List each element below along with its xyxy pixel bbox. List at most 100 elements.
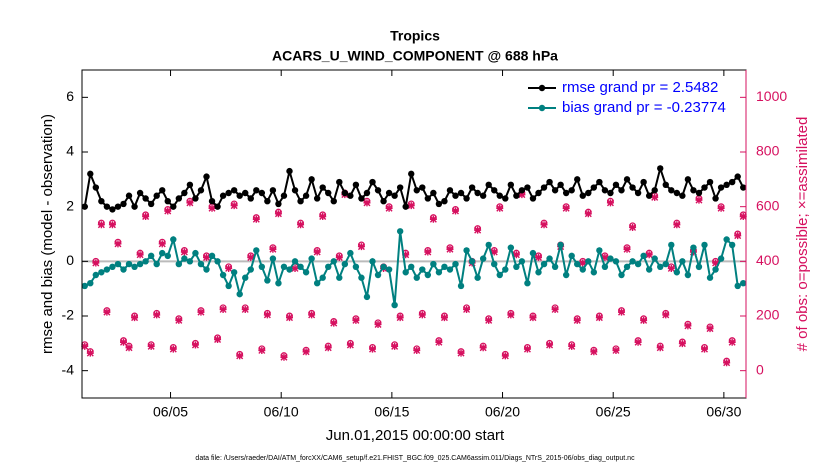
data-point: [435, 200, 443, 208]
data-point: [595, 314, 603, 322]
data-point: [319, 274, 326, 281]
data-point: [612, 346, 620, 354]
data-point: [247, 266, 254, 273]
data-point: [236, 290, 243, 298]
data-point: [352, 263, 360, 270]
data-point: [203, 254, 210, 262]
data-point: [230, 202, 238, 210]
y2-tick-label: 1000: [756, 88, 787, 104]
data-point: [684, 271, 692, 279]
data-point: [457, 349, 465, 357]
data-point: [385, 189, 393, 197]
data-point: [325, 189, 332, 197]
data-point: [374, 271, 382, 279]
data-point: [673, 269, 681, 276]
x-tick-label: 06/30: [706, 404, 741, 420]
data-point: [396, 314, 404, 322]
data-point: [374, 187, 382, 194]
data-point: [523, 345, 531, 353]
data-point: [695, 196, 703, 204]
data-point: [147, 252, 155, 260]
data-point: [479, 192, 487, 199]
data-point: [86, 349, 94, 357]
y-tick-label: -2: [62, 307, 75, 323]
data-point: [734, 173, 741, 180]
data-point: [623, 263, 631, 270]
data-point: [242, 274, 249, 281]
data-point: [357, 243, 365, 251]
data-point: [529, 314, 537, 322]
data-point: [474, 189, 481, 197]
data-point: [706, 178, 714, 186]
data-point: [535, 254, 542, 262]
data-point: [352, 181, 360, 188]
data-point: [164, 198, 171, 205]
data-point: [651, 187, 658, 194]
data-point: [463, 247, 470, 254]
data-point: [103, 266, 111, 273]
data-point: [734, 282, 741, 290]
data-point: [601, 187, 609, 194]
data-point: [369, 345, 376, 353]
data-point: [606, 199, 614, 207]
data-point: [363, 189, 371, 197]
data-point: [108, 221, 116, 229]
data-point: [191, 341, 199, 349]
data-point: [208, 252, 216, 260]
data-point: [507, 311, 515, 319]
data-point: [717, 255, 725, 262]
data-point: [540, 184, 548, 191]
data-point: [120, 200, 127, 208]
data-point: [463, 195, 470, 202]
legend-marker: [538, 104, 546, 112]
data-point: [186, 181, 194, 188]
data-point: [684, 176, 692, 183]
data-point: [551, 263, 559, 270]
data-point: [175, 260, 183, 268]
data-point: [308, 311, 316, 319]
data-point: [153, 192, 160, 199]
data-point: [330, 198, 337, 205]
data-point: [325, 263, 332, 270]
data-point: [612, 181, 620, 188]
data-point: [640, 178, 647, 186]
data-point: [474, 226, 482, 234]
data-point: [601, 263, 609, 270]
data-point: [490, 248, 498, 256]
data-point: [391, 192, 398, 199]
data-point: [236, 192, 243, 199]
data-point: [579, 266, 586, 273]
data-point: [618, 271, 625, 279]
data-point: [302, 192, 310, 199]
data-point: [136, 189, 144, 197]
data-point: [81, 342, 89, 350]
data-point: [513, 263, 520, 270]
data-point: [574, 176, 581, 183]
data-point: [219, 305, 227, 313]
data-point: [92, 184, 100, 191]
data-point: [607, 189, 614, 197]
data-point: [109, 263, 116, 270]
data-point: [413, 346, 421, 354]
data-point: [573, 316, 581, 324]
data-point: [446, 266, 454, 273]
data-point: [479, 255, 487, 262]
data-point: [263, 311, 271, 319]
data-point: [363, 293, 371, 301]
data-point: [723, 236, 730, 243]
data-point: [679, 192, 686, 199]
data-point: [441, 263, 448, 270]
data-point: [662, 181, 669, 188]
data-point: [131, 263, 138, 270]
data-point: [125, 260, 133, 268]
data-point: [518, 191, 526, 199]
data-point: [629, 258, 636, 265]
y-tick-label: 0: [66, 252, 74, 268]
data-point: [440, 314, 448, 322]
x-tick-label: 06/20: [485, 404, 520, 420]
data-point: [640, 316, 648, 324]
data-point: [546, 255, 553, 262]
data-point: [673, 189, 681, 197]
data-point: [491, 260, 498, 268]
